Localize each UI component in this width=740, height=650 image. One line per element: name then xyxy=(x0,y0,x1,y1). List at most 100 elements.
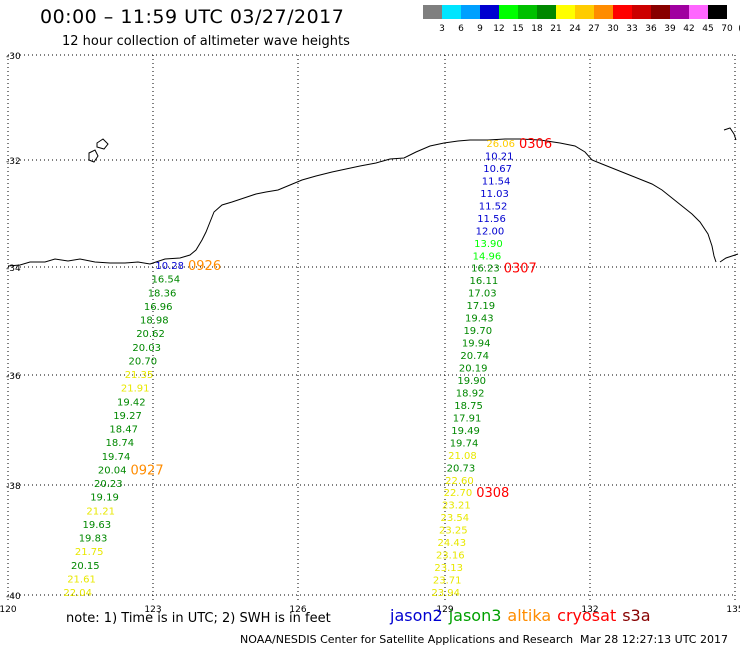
legend-cryosat: cryosat xyxy=(557,606,617,625)
scale-swatch xyxy=(594,5,613,19)
longitude-label: 120 xyxy=(0,605,17,615)
generated-timestamp: Mar 28 12:27:13 UTC 2017 xyxy=(580,633,728,646)
scale-label: 21 xyxy=(550,24,562,34)
wave-height-value: 23.71 xyxy=(433,576,462,587)
wave-height-value: 18.74 xyxy=(106,438,135,449)
scale-label: 70 xyxy=(721,24,733,34)
wave-height-value: 20.15 xyxy=(71,561,100,572)
satellite-legend: jason2 jason3 altika cryosat s3a xyxy=(390,606,657,625)
wave-height-value: 19.43 xyxy=(465,314,494,325)
wave-height-value: 23.16 xyxy=(436,551,465,562)
scale-label: 45 xyxy=(702,24,714,34)
wave-height-value: 20.03 xyxy=(132,343,161,354)
scale-swatch xyxy=(423,5,442,19)
pass-time-label: 0308 xyxy=(476,486,509,501)
pass-time-label: 0307 xyxy=(504,262,537,277)
scale-label: 27 xyxy=(588,24,600,34)
wave-height-value: 18.92 xyxy=(456,388,485,399)
latitude-label: -36 xyxy=(6,372,21,382)
coastline-east-upper xyxy=(723,127,737,141)
wave-height-value: 11.03 xyxy=(480,189,509,200)
wave-height-value: 23.25 xyxy=(439,526,468,537)
scale-label: 30 xyxy=(607,24,619,34)
wave-height-value: 21.35 xyxy=(125,370,154,381)
wave-height-value: 16.23 xyxy=(471,264,500,275)
wave-height-value: 19.74 xyxy=(450,438,479,449)
wave-height-value: 17.19 xyxy=(466,301,495,312)
scale-label: 42 xyxy=(683,24,695,34)
wave-height-value: 19.19 xyxy=(90,493,119,504)
wave-height-value: 23.94 xyxy=(431,588,460,599)
scale-label: 3 xyxy=(439,24,445,34)
scale-swatch xyxy=(575,5,594,19)
wave-height-value: 16.11 xyxy=(470,276,499,287)
longitude-label: 132 xyxy=(581,605,598,615)
island-recherche-1 xyxy=(96,138,109,150)
latitude-label: -34 xyxy=(6,264,21,274)
wave-height-value: 19.83 xyxy=(79,534,108,545)
pass-time-label: 0926 xyxy=(188,259,221,274)
wave-height-value: 20.70 xyxy=(129,356,158,367)
wave-height-value: 22.04 xyxy=(63,588,92,599)
wave-height-value: 20.62 xyxy=(136,329,165,340)
wave-height-value: 10.67 xyxy=(483,164,512,175)
legend-jason2: jason2 xyxy=(390,606,443,625)
island-recherche-2 xyxy=(88,149,99,163)
wave-height-value: 18.98 xyxy=(140,316,169,327)
wave-height-value: 24.43 xyxy=(437,538,466,549)
wave-height-value: 20.23 xyxy=(94,479,123,490)
legend-altika: altika xyxy=(507,606,552,625)
wave-height-value: 21.08 xyxy=(448,451,477,462)
scale-label: 18 xyxy=(531,24,543,34)
wave-height-value: 10.28 xyxy=(155,261,184,272)
scale-swatch xyxy=(461,5,480,19)
wave-height-value: 19.70 xyxy=(463,326,492,337)
wave-height-value: 11.56 xyxy=(477,214,506,225)
latitude-label: -38 xyxy=(6,482,21,492)
scale-swatch xyxy=(632,5,651,19)
wave-height-value: 17.91 xyxy=(453,413,482,424)
wave-height-value: 21.91 xyxy=(121,384,150,395)
wave-height-value: 21.21 xyxy=(86,506,115,517)
chart-title: 00:00 – 11:59 UTC 03/27/2017 xyxy=(40,6,345,28)
wave-height-value: 10.21 xyxy=(485,151,514,162)
pass-time-label: 0927 xyxy=(131,463,164,478)
wave-height-value: 21.61 xyxy=(67,574,96,585)
altimeter-tracks: 10.28 16.54 18.36 16.96 18.98 20.62 20.03 20.70… xyxy=(63,137,552,599)
scale-swatch xyxy=(537,5,556,19)
wave-height-value: 20.04 xyxy=(98,465,127,476)
legend-jason3: jason3 xyxy=(448,606,502,625)
scale-swatch xyxy=(556,5,575,19)
scale-unit-label: (ft) xyxy=(733,24,740,34)
latitude-label: -40 xyxy=(6,592,21,602)
scale-swatch xyxy=(442,5,461,19)
wave-height-value: 20.74 xyxy=(460,351,489,362)
wave-height-value: 19.90 xyxy=(457,376,486,387)
scale-label: 36 xyxy=(645,24,657,34)
scale-swatch xyxy=(689,5,708,19)
wave-height-value: 19.94 xyxy=(462,339,491,350)
wave-height-value: 16.54 xyxy=(152,275,181,286)
wave-height-value: 16.96 xyxy=(144,302,173,313)
wave-height-value: 19.42 xyxy=(117,397,146,408)
scale-label: 24 xyxy=(569,24,581,34)
wave-height-value: 23.21 xyxy=(442,501,471,512)
scale-label: 9 xyxy=(477,24,483,34)
wave-height-value: 17.03 xyxy=(468,289,497,300)
scale-label: 12 xyxy=(493,24,505,34)
wave-height-value: 19.49 xyxy=(451,426,480,437)
wave-height-value: 22.60 xyxy=(445,476,474,487)
chart-subtitle: 12 hour collection of altimeter wave hei… xyxy=(62,34,350,49)
wave-height-value: 19.74 xyxy=(102,452,131,463)
longitude-label: 123 xyxy=(144,605,161,615)
pass-time-label: 0306 xyxy=(519,137,552,152)
wave-height-value: 26.06 xyxy=(486,139,515,150)
wave-height-value: 20.19 xyxy=(459,364,488,375)
wave-height-value: 19.63 xyxy=(83,520,112,531)
scale-label: 33 xyxy=(626,24,638,34)
wave-height-value: 21.75 xyxy=(75,547,104,558)
scale-label: 6 xyxy=(458,24,464,34)
wave-height-value: 23.13 xyxy=(434,563,463,574)
longitude-label: 126 xyxy=(289,605,306,615)
legend-s3a: s3a xyxy=(622,606,651,625)
